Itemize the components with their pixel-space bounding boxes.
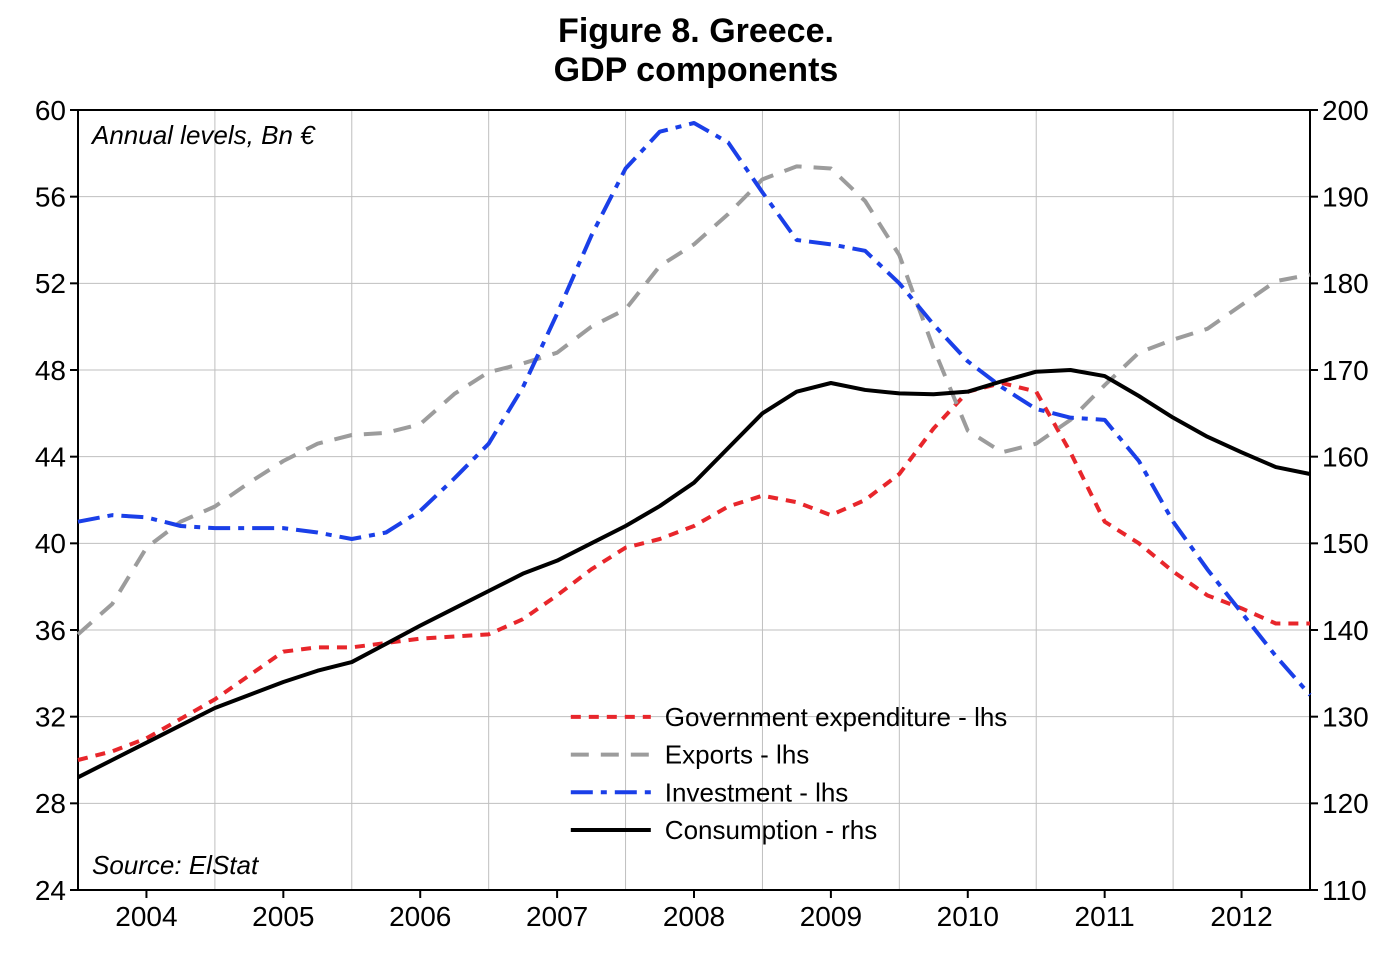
svg-text:Exports - lhs: Exports - lhs [665, 740, 810, 770]
svg-text:150: 150 [1322, 528, 1369, 559]
svg-text:Source: ElStat: Source: ElStat [92, 850, 260, 880]
chart-title-block: Figure 8. Greece. GDP components [0, 0, 1392, 90]
svg-text:2004: 2004 [115, 901, 177, 932]
svg-text:170: 170 [1322, 355, 1369, 386]
svg-text:40: 40 [35, 528, 66, 559]
svg-text:Investment - lhs: Investment - lhs [665, 777, 849, 807]
svg-text:2008: 2008 [663, 901, 725, 932]
svg-text:48: 48 [35, 355, 66, 386]
svg-text:2005: 2005 [252, 901, 314, 932]
svg-text:32: 32 [35, 701, 66, 732]
chart-container: 24 28 32 36 40 44 48 52 56 60 110 120 130 140 150 160 17… [0, 90, 1392, 952]
svg-text:36: 36 [35, 615, 66, 646]
svg-text:60: 60 [35, 95, 66, 126]
svg-text:2009: 2009 [800, 901, 862, 932]
svg-text:200: 200 [1322, 95, 1369, 126]
svg-text:2012: 2012 [1210, 901, 1272, 932]
svg-text:2007: 2007 [526, 901, 588, 932]
svg-text:2011: 2011 [1075, 901, 1135, 932]
svg-text:160: 160 [1322, 441, 1369, 472]
svg-text:Annual levels, Bn €: Annual levels, Bn € [90, 120, 316, 150]
chart-svg: 24 28 32 36 40 44 48 52 56 60 110 120 130 140 150 160 17… [0, 90, 1392, 952]
svg-text:24: 24 [35, 875, 66, 906]
svg-text:Government expenditure - lhs: Government expenditure - lhs [665, 702, 1008, 732]
svg-text:44: 44 [35, 441, 66, 472]
svg-text:2006: 2006 [389, 901, 451, 932]
svg-text:180: 180 [1322, 268, 1369, 299]
svg-text:190: 190 [1322, 181, 1369, 212]
svg-text:Consumption - rhs: Consumption - rhs [665, 815, 877, 845]
svg-text:56: 56 [35, 181, 66, 212]
svg-text:130: 130 [1322, 701, 1369, 732]
svg-text:120: 120 [1322, 788, 1369, 819]
chart-title-line1: Figure 8. Greece. [0, 12, 1392, 51]
svg-text:2010: 2010 [937, 901, 999, 932]
svg-text:110: 110 [1322, 875, 1367, 906]
chart-title-line2: GDP components [0, 51, 1392, 90]
svg-text:140: 140 [1322, 615, 1369, 646]
svg-text:28: 28 [35, 788, 66, 819]
svg-text:52: 52 [35, 268, 66, 299]
